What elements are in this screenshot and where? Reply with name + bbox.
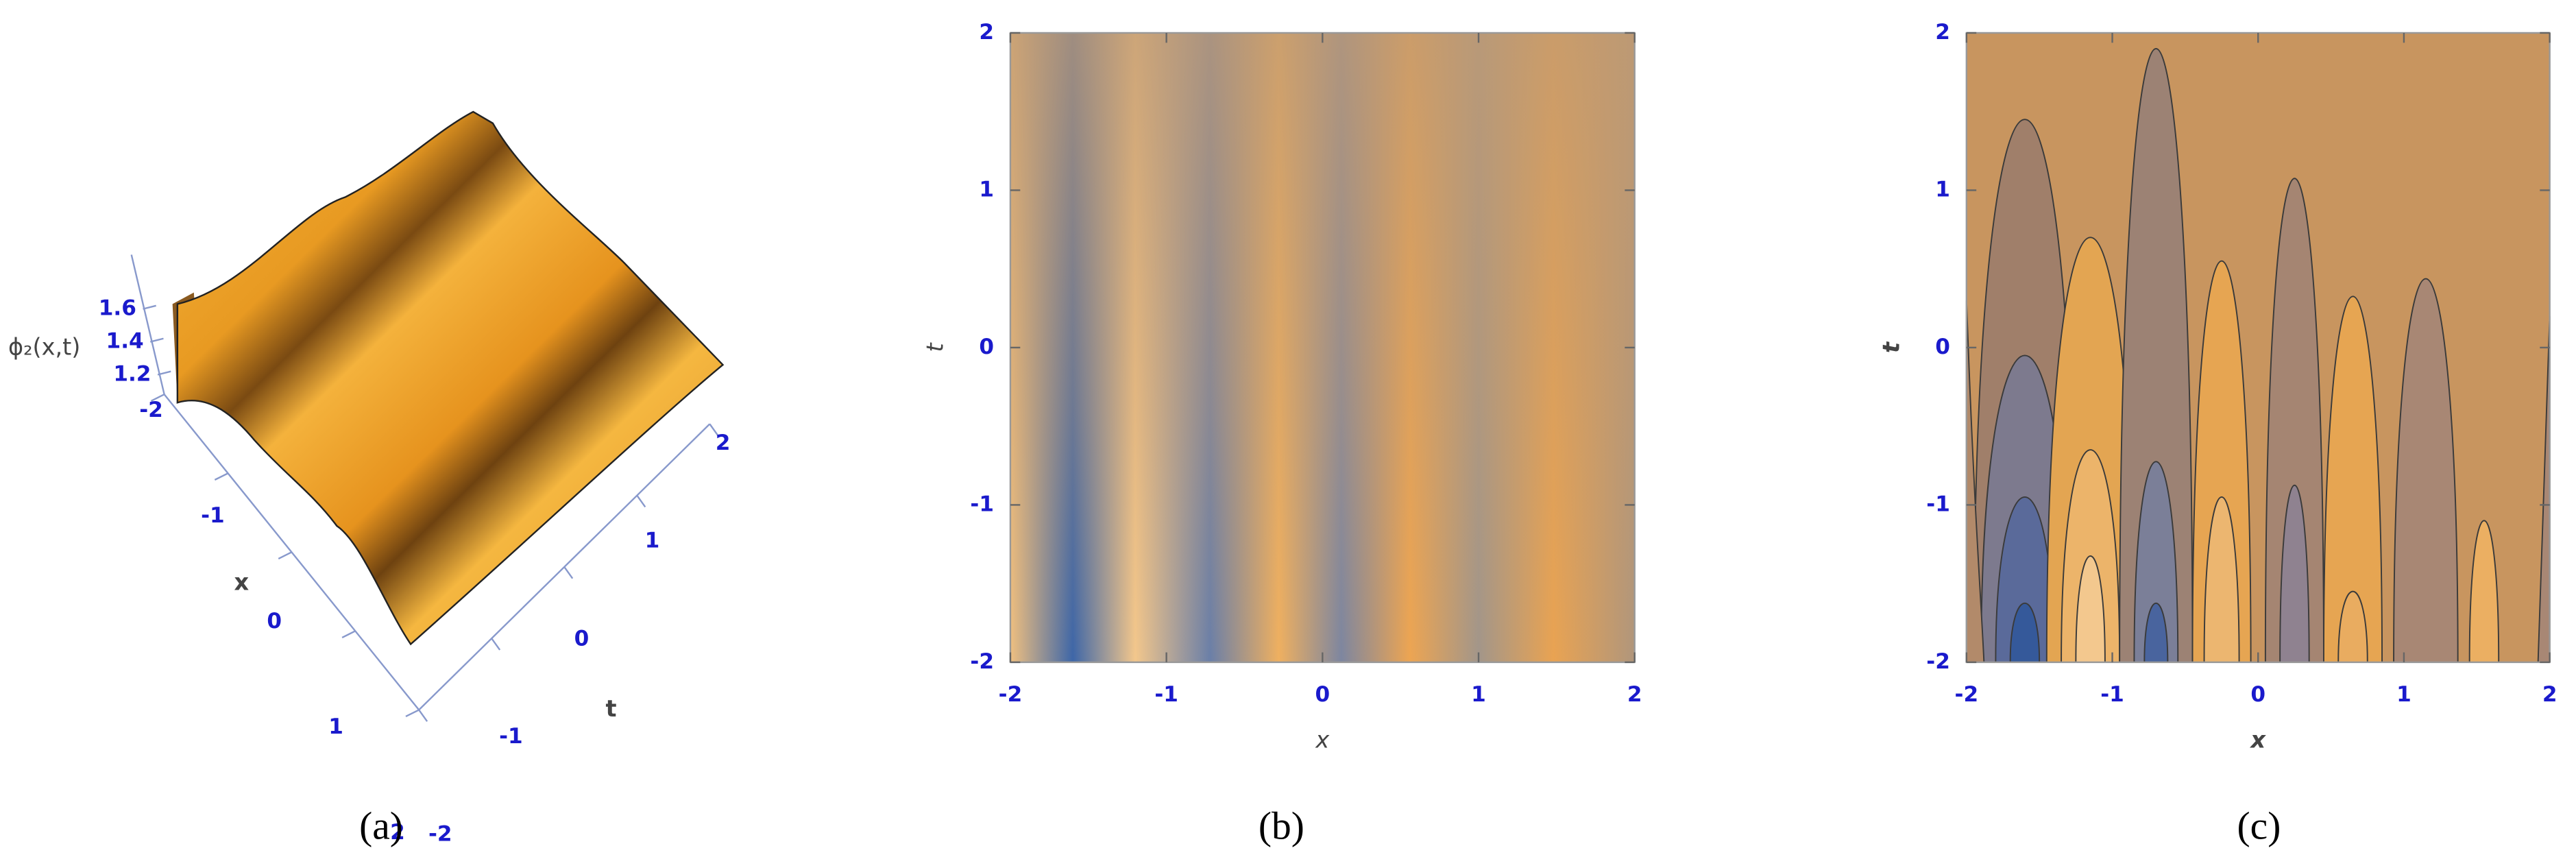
contour-band <box>2323 296 2383 663</box>
contour-group <box>1965 47 2551 663</box>
caption: (c) <box>2237 805 2281 848</box>
y-tick-label: 2 <box>979 20 994 45</box>
x-tick-label: -2 <box>139 398 163 422</box>
z-tick <box>150 337 164 343</box>
y-tick-label: 0 <box>979 335 994 359</box>
contour-band <box>2143 603 2169 663</box>
y-tick <box>709 423 719 436</box>
y-axis-label: t <box>606 695 617 722</box>
contour-band <box>1965 300 1985 663</box>
x-axis-label: x <box>1315 726 1330 753</box>
z-tick <box>157 370 171 376</box>
y-tick-label: 1 <box>645 529 660 553</box>
y-tick <box>418 709 428 722</box>
x-tick-label: -1 <box>1154 682 1178 707</box>
y-tick-label: -2 <box>428 822 452 847</box>
x-tick-label: -2 <box>1955 682 1979 707</box>
x-tick-label: 2 <box>1627 682 1642 707</box>
contour-band <box>2337 590 2368 663</box>
contour-band <box>2468 520 2500 663</box>
y-tick-label: 0 <box>574 626 590 651</box>
x-tick-label: 2 <box>390 820 405 845</box>
caption: (a) <box>359 805 403 848</box>
x-tick-label: 2 <box>2542 682 2557 707</box>
z-tick <box>143 304 156 310</box>
y-tick-label: 2 <box>1935 20 1950 45</box>
y-tick <box>636 494 646 508</box>
surface <box>176 110 725 646</box>
y-tick-label: 2 <box>716 431 731 455</box>
x-axis-label: x <box>2249 726 2266 753</box>
y-tick-label: 1 <box>979 177 994 202</box>
x-tick <box>214 472 229 481</box>
x-tick <box>278 551 292 559</box>
contour-band <box>2203 496 2240 663</box>
z-axis <box>130 254 165 395</box>
density-fade <box>1010 32 1635 662</box>
x-tick-label: 1 <box>1471 682 1486 707</box>
y-tick-label: -1 <box>1926 492 1950 516</box>
z-tick-label: 1.6 <box>99 296 136 321</box>
x-tick <box>341 630 356 639</box>
contour-band <box>2393 278 2459 663</box>
x-tick-label: -1 <box>201 503 225 528</box>
x-tick-label: 1 <box>328 714 343 739</box>
z-tick-label: 1.2 <box>113 361 151 386</box>
y-tick-label: -2 <box>970 649 994 674</box>
contour-band <box>2264 178 2324 663</box>
y-tick-label: -1 <box>970 492 994 516</box>
contour-band <box>2537 316 2551 663</box>
x-axis-label: x <box>234 568 249 595</box>
x-tick-label: 0 <box>2250 682 2265 707</box>
y-axis-label: t <box>922 342 949 352</box>
contour-band <box>2279 484 2310 663</box>
contour-band <box>2133 461 2179 663</box>
y-tick-label: -2 <box>1926 649 1950 674</box>
y-tick-label: 0 <box>1935 335 1950 359</box>
contour-band <box>2119 47 2194 663</box>
x-tick-label: 0 <box>267 609 282 634</box>
x-tick-label: -1 <box>2100 682 2124 707</box>
contour-band <box>2009 603 2041 663</box>
x-tick-label: 1 <box>2396 682 2411 707</box>
contour-band <box>2075 555 2106 663</box>
caption: (b) <box>1259 805 1304 848</box>
y-tick <box>563 566 574 579</box>
x-tick <box>150 394 165 402</box>
y-tick-label: 1 <box>1935 177 1950 202</box>
z-tick-label: 1.4 <box>106 329 144 354</box>
x-tick-label: -2 <box>999 682 1023 707</box>
y-tick <box>491 638 501 651</box>
z-axis-label: ϕ₂(x,t) <box>8 334 80 361</box>
x-tick-label: 0 <box>1315 682 1330 707</box>
x-tick <box>405 709 420 718</box>
y-tick-label: -1 <box>499 724 523 749</box>
y-axis-label: t <box>1878 341 1904 353</box>
